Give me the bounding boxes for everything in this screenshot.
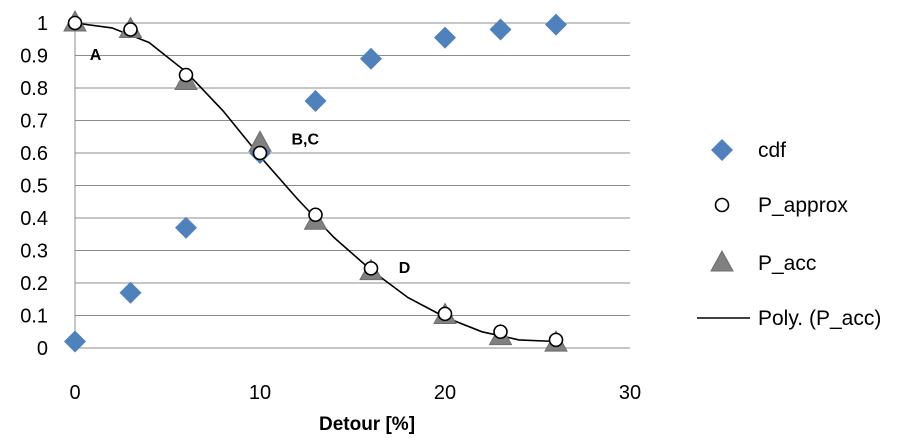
y-tick-label: 0.9 <box>20 46 48 68</box>
p-approx-point <box>308 207 323 223</box>
legend-entry-label: Poly. (P_acc) <box>758 307 881 330</box>
p-approx-point <box>252 145 268 161</box>
y-tick-label: 0 <box>37 338 48 360</box>
annotation-label: B,C <box>291 131 319 148</box>
trendline-poly-p-acc <box>74 22 557 343</box>
data-marks <box>63 9 568 353</box>
y-tick-label: 0.5 <box>20 176 48 198</box>
p-approx-point <box>437 306 453 322</box>
x-tick-label: 30 <box>619 382 641 404</box>
legend-entry-label: P_acc <box>758 252 816 275</box>
cdf-point <box>304 90 327 112</box>
legend-entry-label: cdf <box>758 139 786 162</box>
annotations: A B,C D <box>90 47 411 277</box>
y-tick-label: 0.3 <box>20 241 48 263</box>
p-approx-point <box>363 261 379 276</box>
x-tick-label: 20 <box>434 382 456 404</box>
legend-marker-p-approx <box>714 197 730 213</box>
y-tick-label: 0.4 <box>20 208 48 230</box>
x-tick-label: 10 <box>249 382 271 404</box>
annotation-label: D <box>399 260 411 277</box>
legend: cdf P_approx P_acc Poly. (P_acc) <box>697 139 881 330</box>
y-tick-label: 0.7 <box>20 111 48 133</box>
cdf-point <box>434 26 456 49</box>
y-tick-label: 0.6 <box>20 143 48 165</box>
p-approx-point <box>123 22 138 37</box>
cdf-point <box>175 216 197 239</box>
trendline-layer <box>74 22 557 343</box>
gridlines <box>74 22 630 349</box>
x-axis-label: Detour [%] <box>319 414 415 435</box>
legend-marker-p-acc <box>710 249 734 272</box>
y-tick-label: 1 <box>37 13 48 35</box>
cdf-point <box>489 18 512 41</box>
y-tick-label: 0.2 <box>20 273 48 295</box>
cdf-point <box>360 47 382 70</box>
y-tick-labels: 0 0.1 0.2 0.3 0.4 0.5 0.6 0.7 0.8 0.9 1 <box>20 13 48 360</box>
p-approx-point <box>178 67 194 83</box>
cdf-point <box>64 330 86 353</box>
p-approx-point <box>548 332 564 348</box>
y-tick-label: 0.8 <box>20 78 48 100</box>
x-tick-label: 0 <box>69 382 80 404</box>
p-approx-point <box>493 324 508 340</box>
annotation-label: A <box>90 47 102 64</box>
x-tick-labels: 0 10 20 30 <box>69 382 641 404</box>
y-tick-label: 0.1 <box>20 306 48 328</box>
p-approx-point <box>67 15 83 31</box>
legend-entry-label: P_approx <box>758 194 848 217</box>
legend-marker-cdf <box>711 139 733 161</box>
cdf-point <box>545 13 567 36</box>
cdf-point <box>119 281 142 304</box>
